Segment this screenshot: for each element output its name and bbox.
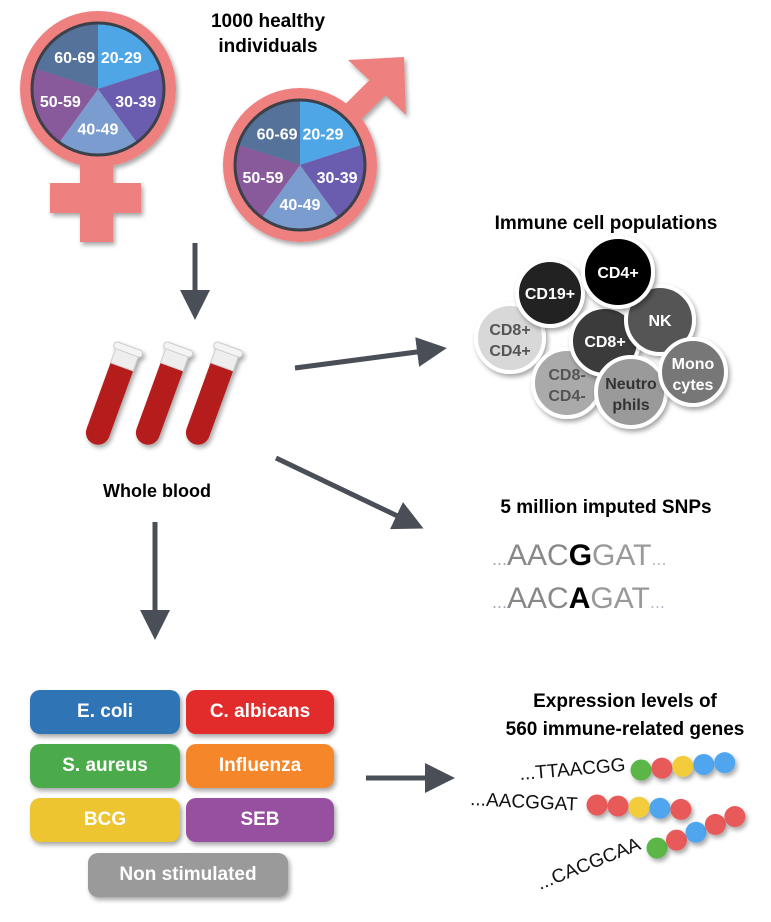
cell-label: CD4+ [597,265,638,282]
dots: ... [492,549,507,569]
expression-bead [704,813,726,835]
cell-label: cytes [673,377,714,394]
age-group-label: 60-69 [257,126,298,143]
expression-strand: ...CACGCAA [534,806,746,895]
pie-slice [98,68,164,143]
snp-sequence-2: ...AACAGAT... [492,582,665,615]
age-group-label: 20-29 [101,50,142,67]
age-group-label: 40-49 [280,197,321,214]
pie-slice [32,68,99,143]
cell-label: Mono [672,356,715,373]
cell-label: CD8- [548,367,585,384]
expression-title-line1: Expression levels of [533,691,717,712]
expression-bead [665,829,687,851]
dots: ... [650,592,665,612]
cell-label: CD8+ [584,334,625,351]
immune-cell: NK [624,284,696,356]
expression-strand: ...AACGGAT [470,789,692,820]
age-group-label: 30-39 [317,170,358,187]
cell-label: NK [648,313,672,330]
pie-slice [300,144,365,218]
expression-bead [630,759,652,781]
expression-strand: ...TTAACGG [519,752,736,785]
pie-slice [235,144,300,218]
immune-cell: CD8+ CD4+ [474,302,546,374]
immune-title: Immune cell populations [495,213,718,234]
age-group-label: 50-59 [40,94,81,111]
cell-label: CD4- [548,388,585,405]
immune-cell: Mono cytes [658,337,728,407]
pie-slice [98,23,161,89]
immune-cell: CD19+ [515,258,585,328]
expression-bead [607,795,629,817]
expression-bead [693,754,715,776]
expression-bead [628,796,650,818]
gene-sequence: ...TTAACGG [519,755,627,785]
dots: ... [652,549,667,569]
svg-text:...AACGGAT...: ...AACGGAT... [492,539,667,572]
expression-bead [670,798,692,820]
stimulus-influenza: Influenza [186,744,334,788]
stimulus-non-stimulated: Non stimulated [88,853,288,897]
seq-suffix: GAT [592,539,651,572]
gene-sequence: ...CACGCAA [534,834,644,895]
expression-bead [724,806,746,828]
stimulus-e-coli: E. coli [30,690,180,734]
pie-slice [35,23,98,89]
stimulus-s-aureus: S. aureus [30,744,180,788]
expression-bead [714,752,736,774]
blood-tubes-icon [85,341,244,445]
seq-prefix: AAC [507,539,569,572]
immune-cell-cluster: CD8+ CD4+ CD19+ CD8- CD4- CD8+ NK CD4+ Neutro phi… [474,235,728,429]
seq-suffix: GAT [590,582,649,615]
pie-slice [300,100,362,165]
title-line2: individuals [218,36,317,57]
age-group-label: 20-29 [302,126,343,143]
cell-label: Neutro [605,376,657,393]
stimulus-seb: SEB [186,798,334,842]
expression-title-line2: 560 immune-related genes [506,719,745,740]
snp-sequence-1: ...AACGGAT... [492,539,667,572]
expression-bead [586,794,608,816]
immune-cell: CD4+ [581,235,655,309]
age-group-label: 50-59 [242,170,283,187]
stimulus-bcg: BCG [30,798,180,842]
arrow-to-immune-cells [294,337,447,371]
pie-slice [238,100,300,165]
expression-bead [646,837,668,859]
seq-prefix: AAC [507,582,569,615]
age-group-label: 30-39 [115,94,156,111]
snp-allele: G [569,539,592,572]
title-line1: 1000 healthy [211,11,325,32]
cell-label: CD8+ [489,322,530,339]
age-group-label: 60-69 [54,50,95,67]
cell-label: phils [612,397,649,414]
stimulus-c-albicans: C. albicans [186,690,334,734]
expression-bead [651,757,673,779]
expression-strands: ...TTAACGG ...AACGGAT ...CACGCAA [470,752,746,895]
dots: ... [492,592,507,612]
age-group-label: 40-49 [78,122,119,139]
cell-label: CD4+ [489,343,530,360]
snp-allele: A [569,582,591,615]
expression-bead [649,797,671,819]
gene-sequence: ...AACGGAT [470,789,579,816]
whole-blood-label: Whole blood [103,481,211,501]
pie-slice [261,165,339,231]
expression-bead [672,755,694,777]
pie-slice [59,89,137,156]
immune-cell: Neutro phils [594,355,668,429]
expression-bead [685,821,707,843]
snps-title: 5 million imputed SNPs [500,497,711,518]
arrow-to-snps [274,455,424,530]
female-age-pie: 20-29 30-39 40-49 50-59 60-69 [30,21,166,157]
svg-text:...AACAGAT...: ...AACAGAT... [492,582,665,615]
cell-label: CD19+ [525,286,575,303]
male-age-pie: 20-29 30-39 40-49 50-59 60-69 [233,98,367,232]
